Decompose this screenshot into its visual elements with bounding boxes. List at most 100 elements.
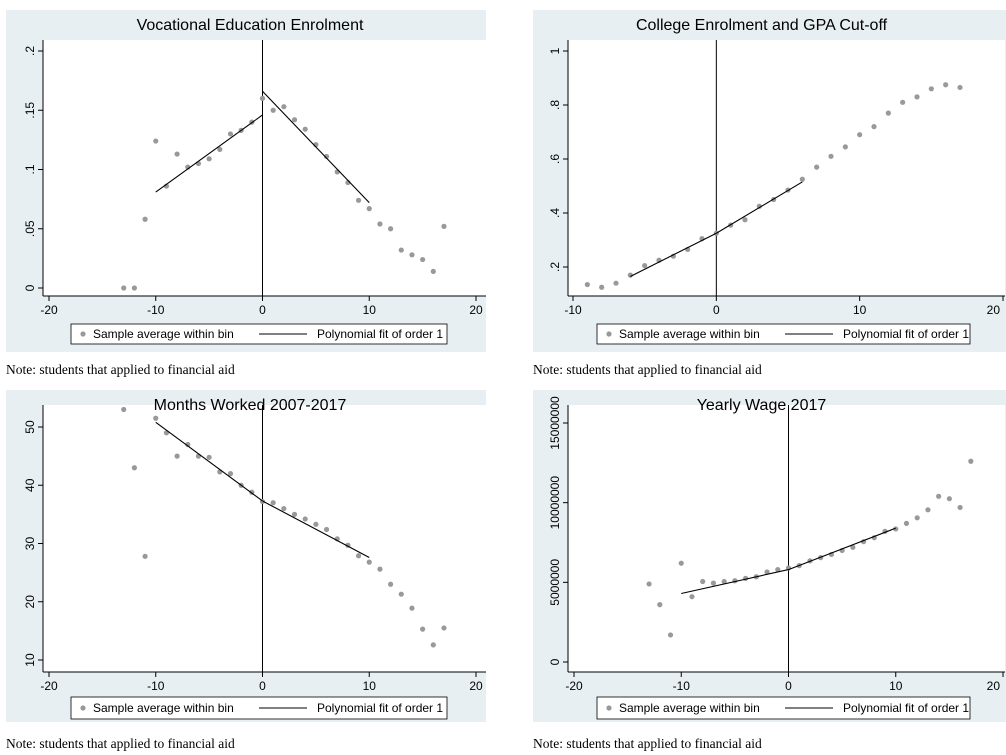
legend-box: [596, 696, 971, 720]
scatter-point: [441, 223, 447, 229]
fit-line: [716, 181, 803, 234]
plot-area: [43, 405, 486, 672]
legend-label-line: Polynomial fit of order 1: [317, 701, 443, 715]
scatter-point: [185, 441, 191, 448]
legend-marker: [606, 331, 612, 337]
scatter-point: [925, 507, 931, 513]
y-tick-label: 0: [23, 284, 37, 291]
legend-label-line: Polynomial fit of order 1: [317, 327, 443, 341]
x-tick-label: -10: [147, 679, 165, 693]
y-tick-label: .2: [23, 46, 37, 56]
scatter-point: [700, 578, 706, 585]
fit-line: [155, 421, 263, 502]
scatter-point: [270, 500, 276, 506]
scatter-point: [957, 84, 963, 91]
scatter-point: [420, 626, 426, 632]
fit-line: [262, 90, 370, 204]
y-tick-label: .1: [23, 164, 37, 174]
scatter-point: [857, 132, 863, 138]
x-tick-label: 10: [363, 679, 377, 693]
scatter-point: [206, 454, 212, 460]
scatter-point: [721, 578, 727, 585]
chart-title: College Enrolment and GPA Cut-off: [636, 17, 888, 34]
legend-label-scatter: Sample average within bin: [619, 327, 760, 341]
chart-note: Note: students that applied to financial…: [6, 362, 235, 377]
fit-line: [630, 232, 717, 277]
x-tick-label: 0: [785, 679, 792, 693]
scatter-point: [355, 553, 362, 559]
scatter-point: [885, 110, 891, 116]
scatter-point: [281, 104, 287, 110]
scatter-point: [281, 505, 287, 512]
scatter-point: [291, 117, 298, 123]
scatter-point: [153, 138, 159, 144]
legend-marker: [606, 705, 612, 711]
chart-note: Note: students that applied to financial…: [6, 736, 235, 751]
y-tick-label: 30: [23, 537, 37, 551]
scatter-point: [678, 560, 684, 566]
scatter-point: [323, 153, 330, 160]
y-tick-label: 10: [23, 653, 37, 667]
scatter-point: [946, 496, 952, 502]
y-tick-label: 0: [548, 658, 562, 665]
x-tick-label: 20: [469, 303, 483, 317]
scatter-point: [174, 151, 180, 157]
x-tick-label: -20: [40, 303, 58, 317]
scatter-point: [764, 569, 770, 575]
y-tick-label: 20: [23, 595, 37, 609]
scatter-point: [174, 453, 180, 459]
scatter-point: [142, 553, 148, 559]
plot-area: [568, 40, 1005, 296]
scatter-point: [377, 221, 383, 227]
scatter-point: [968, 458, 974, 464]
y-tick-label: .15: [23, 102, 37, 119]
x-tick-label: 10: [889, 679, 903, 693]
scatter-point: [121, 406, 127, 413]
x-tick-label: 20: [987, 303, 1001, 317]
scatter-point: [323, 526, 330, 533]
scatter-point: [259, 95, 266, 101]
scatter-point: [646, 581, 652, 587]
legend-label-scatter: Sample average within bin: [93, 701, 234, 715]
scatter-point: [914, 94, 920, 100]
scatter-point: [121, 285, 127, 291]
legend-label-scatter: Sample average within bin: [619, 701, 760, 715]
scatter-point: [270, 107, 276, 113]
scatter-point: [142, 216, 148, 222]
scatter-point: [850, 544, 856, 550]
x-tick-label: -20: [565, 679, 583, 693]
scatter-point: [388, 226, 394, 232]
legend-marker: [80, 705, 86, 711]
x-tick-label: 0: [259, 303, 266, 317]
scatter-point: [217, 146, 223, 152]
scatter-point: [227, 131, 234, 137]
scatter-point: [928, 86, 934, 92]
y-tick-label: .8: [548, 100, 562, 110]
legend-label-line: Polynomial fit of order 1: [843, 327, 969, 341]
scatter-point: [814, 164, 820, 170]
y-tick-label: .2: [548, 262, 562, 272]
chart-title: Yearly Wage 2017: [697, 397, 827, 414]
scatter-point: [131, 465, 137, 471]
y-tick-label: 15000000: [548, 396, 562, 450]
scatter-point: [914, 515, 920, 521]
scatter-point: [871, 124, 877, 130]
scatter-point: [799, 176, 805, 182]
scatter-point: [313, 521, 319, 527]
scatter-point: [893, 526, 899, 532]
x-tick-label: 20: [469, 679, 483, 693]
scatter-point: [206, 156, 212, 162]
fit-line: [681, 569, 789, 595]
legend-marker: [80, 331, 86, 337]
legend-label-line: Polynomial fit of order 1: [843, 701, 969, 715]
y-tick-label: 40: [23, 478, 37, 492]
y-tick-label: 50: [23, 420, 37, 434]
scatter-point: [756, 203, 762, 209]
scatter-point: [441, 625, 447, 631]
scatter-point: [943, 82, 949, 88]
y-tick-label: 1: [548, 47, 562, 54]
scatter-point: [584, 281, 590, 288]
x-tick-label: -20: [40, 679, 58, 693]
scatter-point: [657, 602, 663, 608]
x-tick-label: 0: [713, 303, 720, 317]
